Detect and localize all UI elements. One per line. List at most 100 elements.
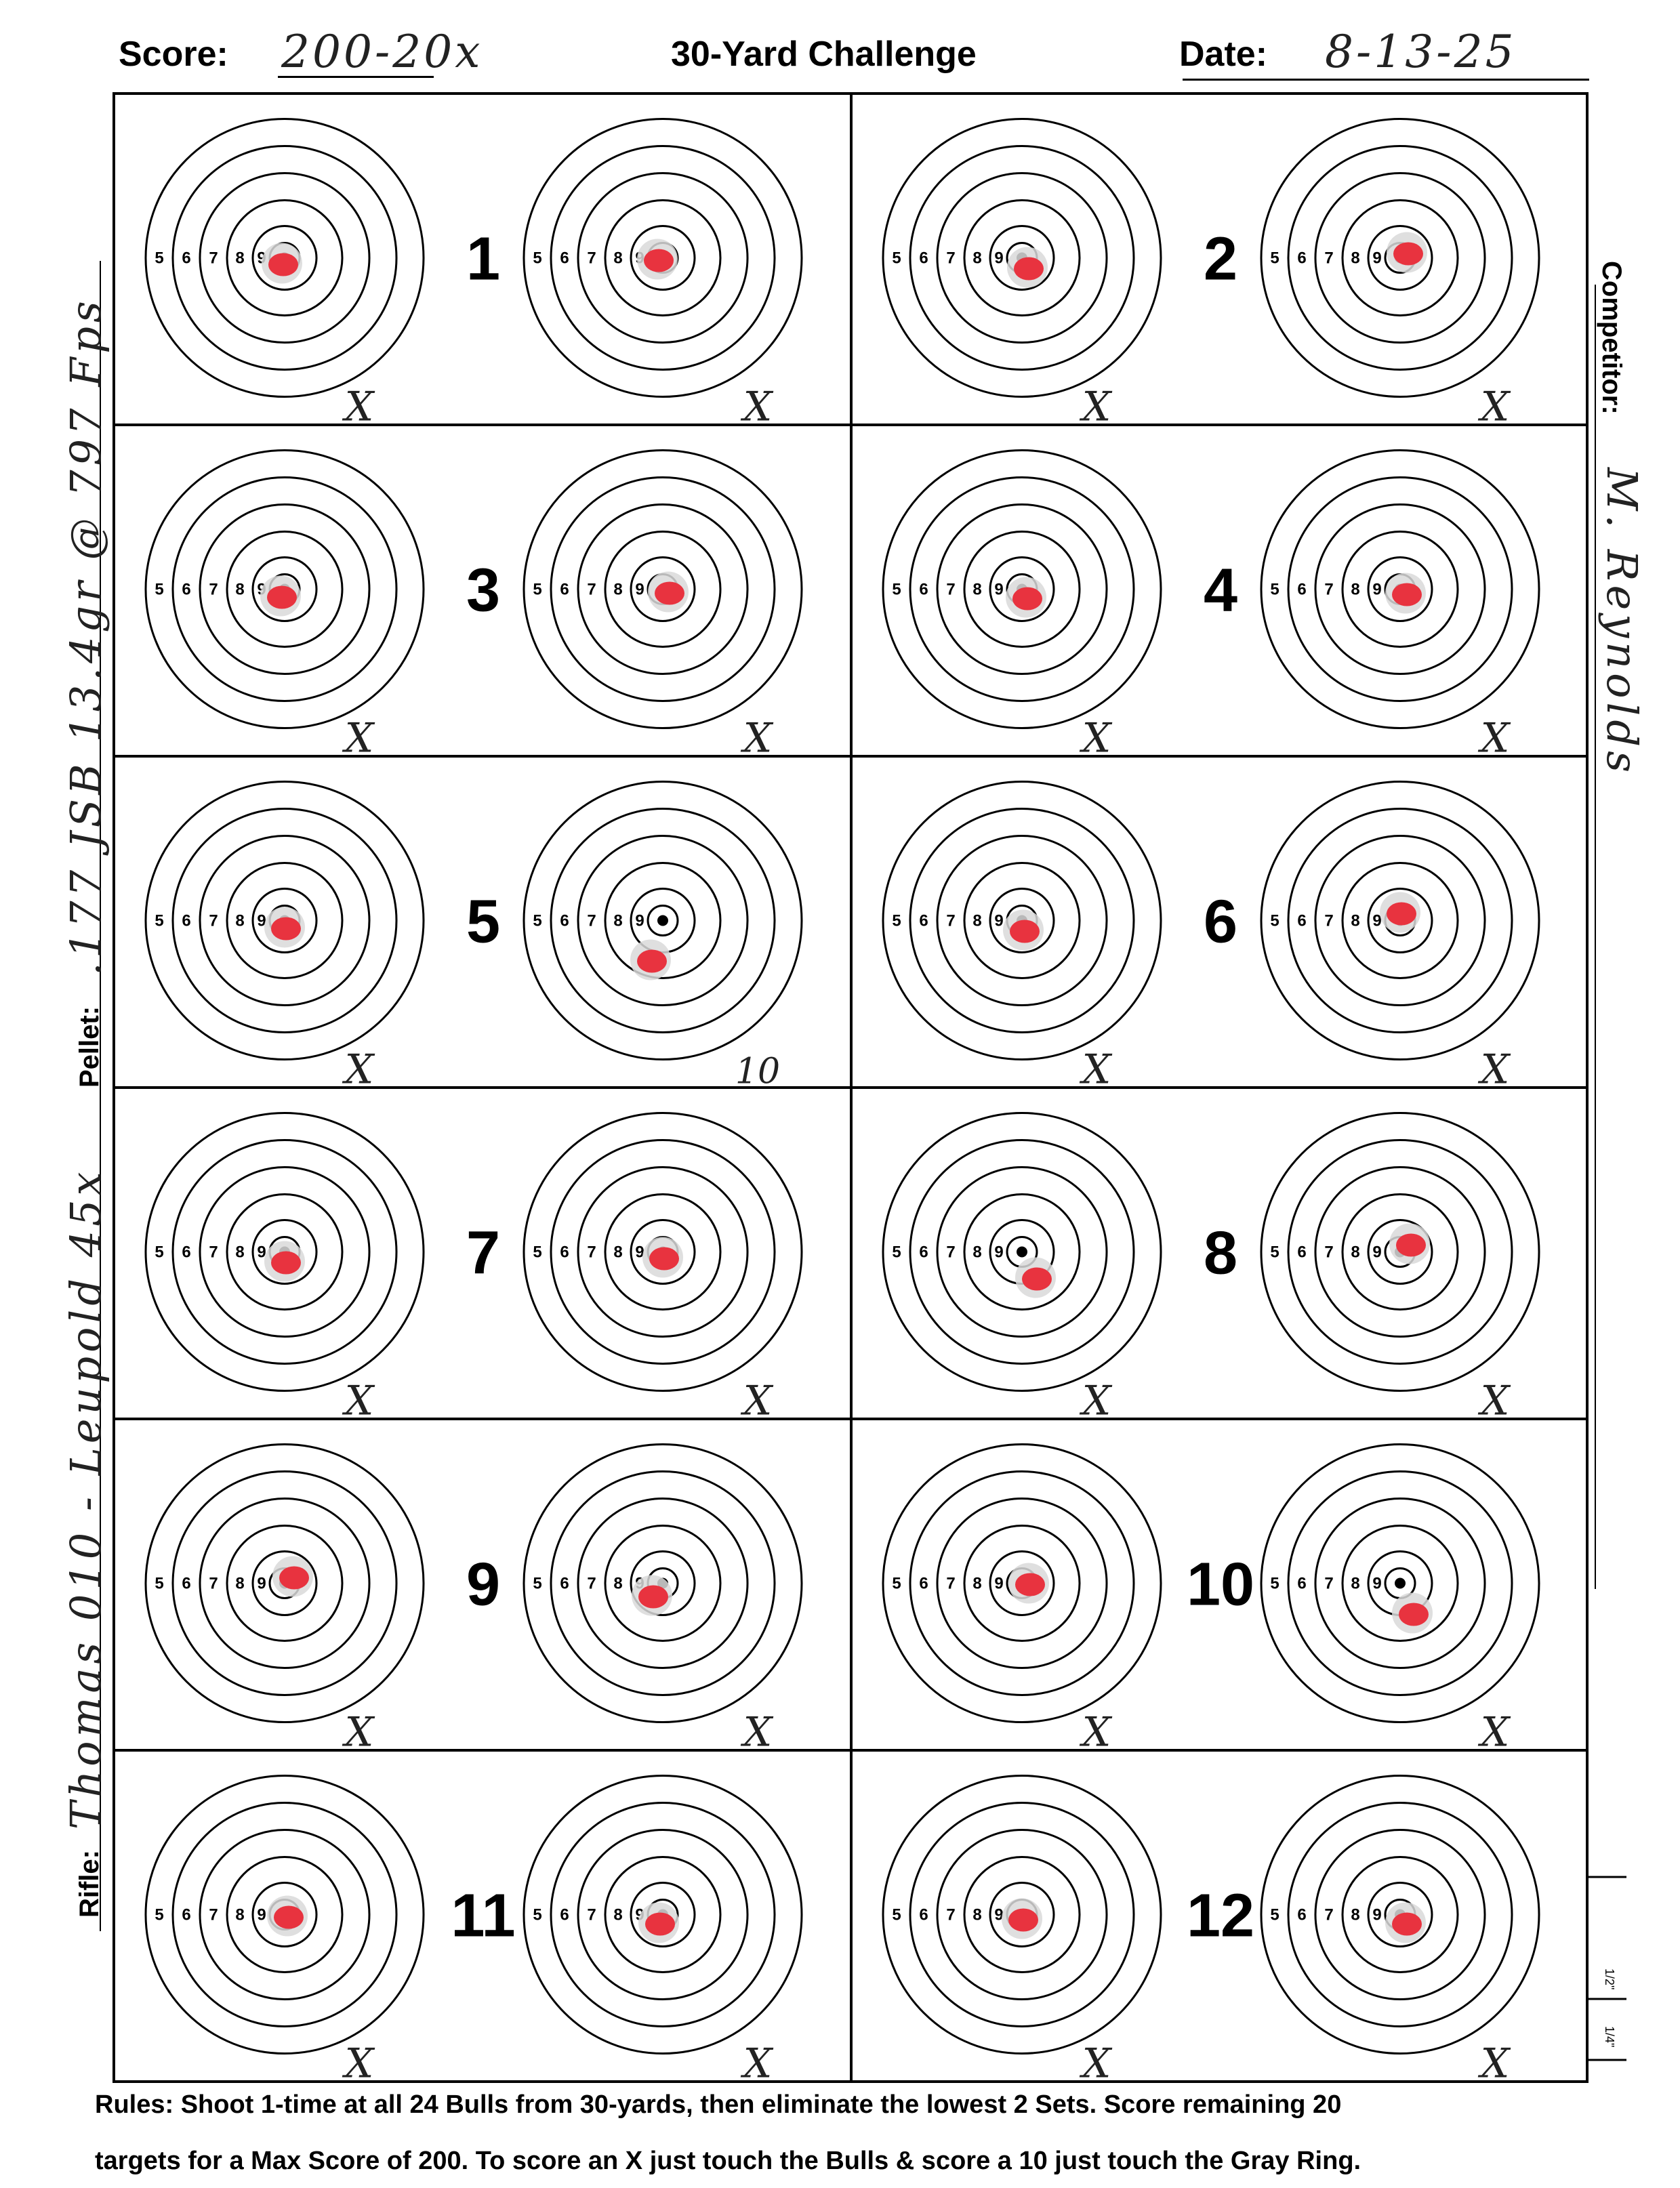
pellet-hole [267,585,297,609]
ring-number: 9 [257,912,266,930]
target-ring [144,1443,425,1723]
target-ring [144,449,425,729]
ring-number: 9 [635,912,644,930]
scale-label-half: 1/2" [1603,1968,1616,1990]
target-set-6: 5 6 7 8 9X5 6 7 8 9X6 [882,781,1540,1094]
set-number: 9 [466,1551,500,1619]
target-ring [144,1112,425,1392]
score-mark: X [1080,1046,1113,1094]
ring-number: 6 [1297,249,1306,268]
target-set-7: 5 6 7 8 9X5 6 7 8 9X7 [144,1112,803,1425]
ring-number: 6 [919,1243,928,1262]
ring-number: 6 [1297,581,1306,599]
target-ring [630,1219,696,1285]
ring-number: 6 [919,581,928,599]
target-ring [1341,199,1459,316]
bull-center [1395,1577,1406,1589]
ring-number: 6 [182,1906,190,1924]
score-mark: X [1478,715,1511,762]
target-ring [909,1802,1135,2027]
set-number: 4 [1204,557,1237,625]
set-number: 1 [466,226,500,293]
pellet-hole [638,1585,668,1609]
ring-number: 7 [946,249,955,268]
target-ring [1260,1112,1540,1392]
pellet-hole [1022,1267,1052,1291]
target-ring [577,503,749,675]
target-ring [171,1802,398,2027]
pellet-hole [271,917,301,941]
ring-number: 8 [613,1243,622,1262]
ring-number: 7 [209,912,218,930]
ring-number: 5 [533,581,541,599]
score-mark: X [342,1046,375,1094]
pellet-hole [1008,1908,1038,1932]
ring-number: 8 [613,249,622,268]
ring-number: 5 [533,1575,541,1593]
target-ring [1314,1498,1486,1669]
target-ring [577,835,749,1006]
target-ring [251,888,318,953]
target-ring [251,1550,318,1616]
target-ring [604,1193,722,1310]
score-mark: X [342,1378,375,1425]
target-ring [577,1166,749,1338]
pellet-hole [1014,257,1044,281]
ring-number: 7 [587,1243,596,1262]
ring-number: 7 [1324,1906,1333,1924]
ring-number: 7 [1324,1575,1333,1593]
ring-number: 6 [1297,912,1306,930]
target-ring [630,1882,696,1947]
target-ring [523,1443,803,1723]
pellet-hole [645,1912,675,1936]
ring-number: 9 [994,581,1003,599]
date-underline [1183,79,1589,81]
target-ring [199,503,371,675]
score-mark: X [741,715,774,762]
target-set-8: 5 6 7 8 9X5 6 7 8 9X8 [882,1112,1540,1425]
ring-number: 9 [1372,912,1381,930]
pellet-hole [1392,583,1422,606]
target-ring [882,1112,1162,1392]
pellet-hole [1396,1233,1426,1257]
set-number: 8 [1204,1220,1237,1287]
target-ring [550,145,776,371]
target-ring [523,781,803,1060]
ring-number: 9 [1372,1575,1381,1593]
ring-number: 6 [560,1575,569,1593]
target-ring [550,1470,776,1696]
ring-number: 6 [1297,1243,1306,1262]
competitor-value: M. Reynolds [1597,468,1647,777]
pellet-hole [655,581,684,605]
target-ring [1260,781,1540,1060]
ring-number: 5 [892,249,901,268]
target-ring [523,118,803,398]
target-ring [936,1166,1108,1338]
ring-number: 7 [587,581,596,599]
ring-number: 9 [994,1575,1003,1593]
ring-number: 8 [1351,912,1359,930]
ring-number: 9 [994,1906,1003,1924]
set-number: 3 [466,557,500,625]
target-ring [963,1856,1081,1973]
bullseye-target: 5 6 7 8 9 10 [523,781,803,1092]
ring-number: 6 [182,581,190,599]
score-mark: X [342,384,375,431]
ring-number: 7 [946,581,955,599]
ring-number: 7 [209,1243,218,1262]
target-ring [171,1139,398,1365]
target-ring [199,1166,371,1338]
